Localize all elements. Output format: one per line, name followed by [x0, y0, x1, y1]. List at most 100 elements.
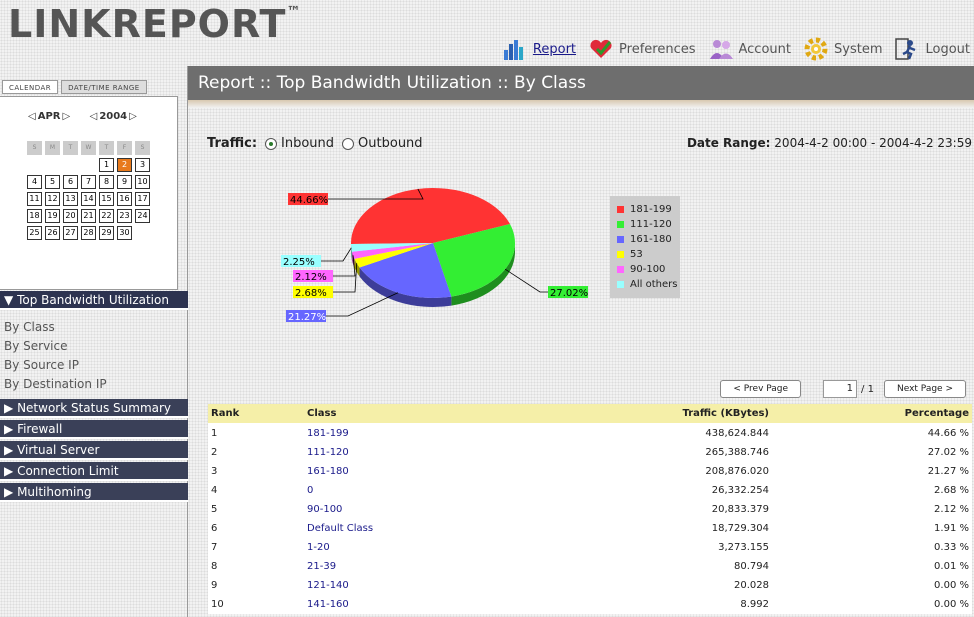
calendar-day[interactable]: 12: [45, 192, 60, 206]
section-connection-limit[interactable]: ▶ Connection Limit: [0, 462, 188, 481]
calendar-day[interactable]: 11: [27, 192, 42, 206]
pie-slice[interactable]: [352, 243, 433, 259]
section-multihoming[interactable]: ▶ Multihoming: [0, 483, 188, 502]
nav-account[interactable]: Account: [708, 36, 792, 62]
calendar-day[interactable]: 18: [27, 209, 42, 223]
cell-class[interactable]: 21-39: [307, 561, 337, 572]
pie-slice[interactable]: [354, 243, 433, 268]
legend-item: 53: [617, 247, 680, 262]
col-class[interactable]: Class: [307, 408, 337, 419]
calendar-day[interactable]: 1: [99, 158, 114, 172]
nav-preferences-label: Preferences: [619, 41, 696, 57]
col-traffic[interactable]: Traffic (KBytes): [682, 408, 769, 419]
calendar-day[interactable]: 21: [81, 209, 96, 223]
calendar-day[interactable]: 23: [117, 209, 132, 223]
calendar-day[interactable]: 3: [135, 158, 150, 172]
section-firewall[interactable]: ▶ Firewall: [0, 420, 188, 439]
cell-class[interactable]: 1-20: [307, 542, 330, 553]
calendar-day[interactable]: 15: [99, 192, 114, 206]
next-page-button[interactable]: Next Page >: [883, 380, 966, 398]
nav-system[interactable]: System: [803, 36, 882, 62]
nav-report-label: Report: [532, 41, 577, 57]
cell-class[interactable]: 90-100: [307, 504, 343, 515]
cell-class[interactable]: 121-140: [307, 580, 349, 591]
calendar-day[interactable]: 10: [135, 175, 150, 189]
calendar-day[interactable]: 9: [117, 175, 132, 189]
calendar-empty: [81, 158, 96, 172]
table-row: 2 111-120 265,388.746 27.02 %: [208, 443, 972, 462]
calendar-day[interactable]: 19: [45, 209, 60, 223]
page-number-input[interactable]: 1: [823, 380, 858, 398]
nav-report[interactable]: Report: [502, 36, 576, 62]
calendar-day[interactable]: 4: [27, 175, 42, 189]
section-top-bandwidth-utilization[interactable]: ▼ Top Bandwidth Utilization: [0, 291, 188, 310]
calendar-day[interactable]: 6: [63, 175, 78, 189]
calendar-day[interactable]: 20: [63, 209, 78, 223]
cell-traffic: 3,273.155: [718, 542, 769, 553]
cell-rank: 2: [211, 447, 218, 458]
bar-chart-icon: [502, 36, 528, 62]
calendar-day[interactable]: 17: [135, 192, 150, 206]
section-network-status-summary[interactable]: ▶ Network Status Summary: [0, 399, 188, 418]
prev-year-button[interactable]: ◁: [89, 111, 98, 122]
section-virtual-server[interactable]: ▶ Virtual Server: [0, 441, 188, 460]
pie-label-box: [281, 255, 321, 267]
calendar-day[interactable]: 13: [63, 192, 78, 206]
pie-slice[interactable]: [351, 188, 510, 244]
nav-account-label: Account: [738, 41, 792, 57]
tab-calendar[interactable]: CALENDAR: [2, 80, 59, 94]
pie-slice-side: [451, 243, 515, 306]
calendar-day[interactable]: 25: [27, 226, 42, 240]
sublink-by-source-ip[interactable]: By Source IP: [4, 358, 79, 372]
app-logo: LINKREPORT™: [8, 2, 302, 46]
pie-slice[interactable]: [351, 243, 433, 252]
calendar-day[interactable]: 27: [63, 226, 78, 240]
sublink-by-class[interactable]: By Class: [4, 320, 55, 334]
calendar-day[interactable]: 2: [117, 158, 132, 172]
nav-logout[interactable]: Logout: [894, 36, 970, 62]
prev-page-button[interactable]: < Prev Page: [720, 380, 802, 398]
pie-slice[interactable]: [433, 223, 515, 297]
sublink-by-service[interactable]: By Service: [4, 339, 68, 353]
table-row: 3 161-180 208,876.020 21.27 %: [208, 462, 972, 481]
running-person-icon: [894, 36, 920, 62]
nav-preferences[interactable]: Preferences: [588, 36, 696, 62]
cell-traffic: 8.992: [740, 599, 769, 610]
pie-label: 44.66%: [290, 195, 328, 206]
calendar-day[interactable]: 26: [45, 226, 60, 240]
sublink-by-destination-ip[interactable]: By Destination IP: [4, 377, 107, 391]
cell-class[interactable]: 161-180: [307, 466, 349, 477]
calendar-day[interactable]: 22: [99, 209, 114, 223]
calendar-nav: ◁ APR ▷ ◁ 2004 ▷: [28, 111, 139, 122]
calendar-day[interactable]: 30: [117, 226, 132, 240]
cell-rank: 6: [211, 523, 218, 534]
inbound-radio[interactable]: [265, 137, 278, 150]
cell-class[interactable]: 181-199: [307, 428, 349, 439]
calendar-day[interactable]: 5: [45, 175, 60, 189]
pie-label-box: [293, 270, 333, 282]
legend-label: 53: [630, 249, 643, 260]
prev-month-button[interactable]: ◁: [28, 111, 36, 122]
cell-class[interactable]: 111-120: [307, 447, 349, 458]
calendar-day[interactable]: 16: [117, 192, 132, 206]
calendar-day[interactable]: 8: [99, 175, 114, 189]
calendar-day[interactable]: 7: [81, 175, 96, 189]
col-percentage[interactable]: Percentage: [904, 408, 969, 419]
calendar-day[interactable]: 24: [135, 209, 150, 223]
calendar-day[interactable]: 29: [99, 226, 114, 240]
calendar-day[interactable]: 14: [81, 192, 96, 206]
nav-system-label: System: [834, 41, 883, 57]
pie-leader-line: [333, 263, 358, 293]
pie-slice[interactable]: [359, 243, 452, 298]
cell-class[interactable]: 141-160: [307, 599, 349, 610]
legend-label: 111-120: [630, 219, 672, 230]
calendar-day[interactable]: 28: [81, 226, 96, 240]
pie-label: 2.68%: [295, 288, 327, 299]
next-month-button[interactable]: ▷: [62, 111, 71, 122]
tab-date-time-range[interactable]: DATE/TIME RANGE: [61, 80, 147, 94]
next-year-button[interactable]: ▷: [129, 111, 137, 122]
col-rank[interactable]: Rank: [211, 408, 240, 419]
cell-class[interactable]: 0: [307, 485, 314, 496]
outbound-radio[interactable]: [342, 137, 355, 150]
cell-class[interactable]: Default Class: [307, 523, 374, 534]
